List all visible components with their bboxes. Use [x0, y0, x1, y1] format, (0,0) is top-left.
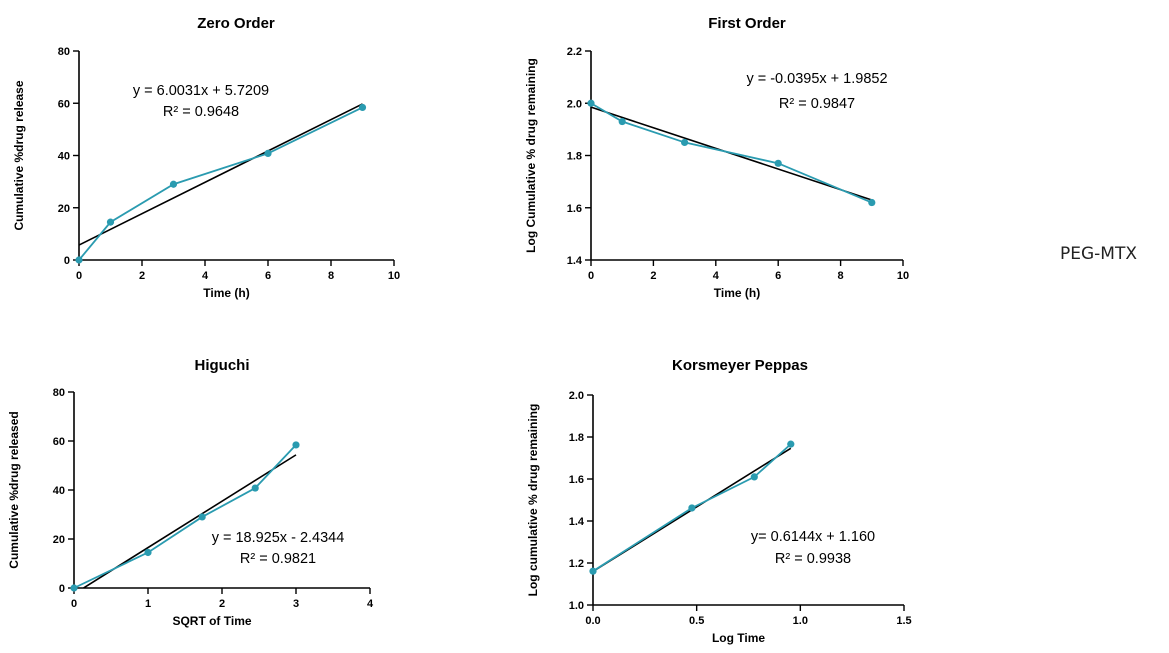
- y-tick-label: 20: [53, 534, 65, 546]
- data-point: [75, 256, 83, 264]
- fit-equation: y = 18.925x - 2.4344: [212, 530, 345, 546]
- x-tick-label: 10: [897, 270, 909, 282]
- x-tick-label: 6: [775, 270, 781, 282]
- data-point: [106, 218, 115, 226]
- fit-equation: y = 6.0031x + 5.7209: [133, 83, 269, 99]
- fit-r-squared: R² = 0.9847: [779, 96, 855, 112]
- series-line: [78, 106, 363, 261]
- chart-3: Korsmeyer Peppas 1.0 1.2 1.4 1.6 1.8 2.0 0.0 0.5…: [526, 357, 912, 645]
- y-tick-label: 60: [53, 436, 65, 448]
- x-tick-label: 6: [265, 270, 271, 282]
- y-tick-label: 1.4: [567, 255, 583, 267]
- y-tick-label: 1.8: [569, 432, 584, 444]
- chart-title: Korsmeyer Peppas: [672, 357, 808, 374]
- data-point: [251, 484, 259, 492]
- x-tick-label: 0.5: [689, 615, 704, 627]
- x-tick-label: 3: [293, 598, 299, 610]
- y-tick-label: 1.6: [569, 474, 584, 486]
- x-tick-label: 4: [202, 270, 209, 282]
- y-tick-label: 1.6: [567, 203, 582, 215]
- data-point: [681, 138, 689, 147]
- y-tick-label: 0: [64, 255, 70, 267]
- y-tick-label: 0: [59, 583, 65, 595]
- fit-r-squared: R² = 0.9648: [163, 104, 239, 120]
- y-tick-label: 20: [58, 203, 70, 215]
- chart-title: Higuchi: [195, 357, 250, 374]
- sample-label: PEG-MTX: [1060, 244, 1137, 264]
- x-tick-label: 0: [76, 270, 82, 282]
- data-point: [198, 513, 206, 521]
- data-point: [292, 441, 300, 449]
- fit-r-squared: R² = 0.9938: [775, 551, 851, 567]
- series-line: [592, 443, 792, 572]
- y-tick-label: 1.0: [569, 600, 584, 612]
- data-point: [688, 504, 696, 512]
- y-axis-title: Log cumulative % drug remaining: [526, 404, 540, 597]
- y-tick-label: 1.2: [569, 558, 584, 570]
- x-tick-label: 8: [838, 270, 844, 282]
- x-tick-label: 0: [71, 598, 77, 610]
- x-tick-label: 0: [588, 270, 594, 282]
- chart-1: First Order 1.4 1.6 1.8 2.0 2.2 0 2 4 6 8 10 Time (h…: [524, 15, 909, 300]
- y-tick-label: 2.2: [567, 46, 582, 58]
- data-point: [144, 548, 152, 557]
- fit-line: [78, 103, 363, 246]
- data-point: [70, 584, 78, 592]
- x-tick-label: 4: [367, 598, 374, 610]
- x-tick-label: 0.0: [585, 615, 600, 627]
- y-tick-label: 60: [58, 98, 70, 110]
- y-axis-title: Cumulative %drug released: [7, 411, 21, 568]
- data-point: [589, 567, 597, 575]
- x-tick-label: 8: [328, 270, 334, 282]
- x-axis-title: Log Time: [712, 631, 765, 645]
- data-point: [787, 440, 795, 448]
- data-point: [868, 198, 876, 207]
- chart-0: Zero Order 0 20 40 60 80 0 2 4 6 8 10 Time (h) Cumula…: [12, 15, 400, 300]
- y-tick-label: 2.0: [567, 98, 582, 110]
- data-point: [618, 117, 626, 126]
- y-tick-label: 2.0: [569, 390, 584, 402]
- data-point: [774, 159, 782, 167]
- y-axis-title: Log Cumulative % drug remaining: [524, 58, 538, 253]
- data-point: [358, 103, 367, 112]
- x-tick-label: 2: [139, 270, 145, 282]
- y-tick-label: 40: [58, 151, 70, 163]
- x-tick-label: 1: [145, 598, 151, 610]
- x-tick-label: 10: [388, 270, 400, 282]
- data-point: [750, 473, 758, 481]
- x-tick-label: 4: [713, 270, 720, 282]
- series-line: [590, 102, 873, 204]
- data-point: [169, 180, 178, 188]
- x-tick-label: 1.5: [896, 615, 911, 627]
- x-tick-label: 2: [650, 270, 656, 282]
- y-tick-label: 80: [58, 46, 70, 58]
- y-tick-label: 80: [53, 387, 65, 399]
- data-point: [587, 99, 595, 107]
- x-axis-title: Time (h): [714, 286, 760, 300]
- x-tick-label: 2: [219, 598, 225, 610]
- chart-title: Zero Order: [197, 15, 275, 32]
- fit-equation: y= 0.6144x + 1.160: [751, 529, 875, 545]
- chart-title: First Order: [708, 15, 786, 32]
- x-axis-title: SQRT of Time: [172, 614, 251, 628]
- fit-r-squared: R² = 0.9821: [240, 551, 316, 567]
- y-axis-title: Cumulative %drug release: [12, 80, 26, 230]
- x-tick-label: 1.0: [793, 615, 808, 627]
- chart-2: Higuchi 0 20 40 60 80 0 1 2 3 4 SQRT of Time Cumulat…: [7, 357, 374, 628]
- fit-equation: y = -0.0395x + 1.9852: [746, 71, 887, 87]
- y-tick-label: 1.8: [567, 151, 582, 163]
- x-axis-title: Time (h): [203, 286, 249, 300]
- data-point: [264, 149, 272, 158]
- y-tick-label: 40: [53, 485, 65, 497]
- y-tick-label: 1.4: [569, 516, 585, 528]
